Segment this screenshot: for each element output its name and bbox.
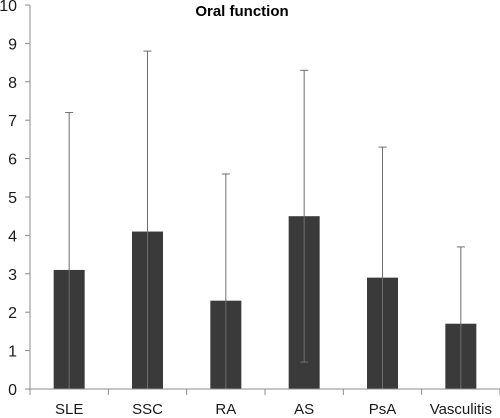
y-tick-label: 7 <box>8 113 17 130</box>
x-tick-label: RA <box>215 401 236 418</box>
y-tick-label: 6 <box>8 152 17 169</box>
y-tick-label: 4 <box>8 228 17 245</box>
x-tick-label: PsA <box>369 401 397 418</box>
x-axis-labels: SLE SSC RA AS PsA Vasculitis <box>55 401 492 418</box>
y-tick-label: 8 <box>8 75 17 92</box>
x-tick-label: AS <box>294 401 314 418</box>
x-tick-label: SLE <box>55 401 83 418</box>
y-tick-label: 5 <box>8 190 17 207</box>
y-tick-label: 2 <box>8 305 17 322</box>
y-tick-label: 3 <box>8 267 17 284</box>
y-tick-label: 0 <box>8 382 17 399</box>
y-tick-label: 9 <box>8 36 17 53</box>
chart-title: Oral function <box>195 3 288 20</box>
y-axis-ticks: 0 1 2 3 4 5 6 7 8 9 10 <box>0 0 30 399</box>
x-tick-label: Vasculitis <box>430 401 492 418</box>
axes <box>29 5 500 395</box>
y-tick-label: 10 <box>0 0 17 15</box>
error-bars <box>65 50 465 389</box>
x-tick-label: SSC <box>132 401 163 418</box>
y-tick-label: 1 <box>8 344 17 361</box>
bars <box>53 216 477 389</box>
